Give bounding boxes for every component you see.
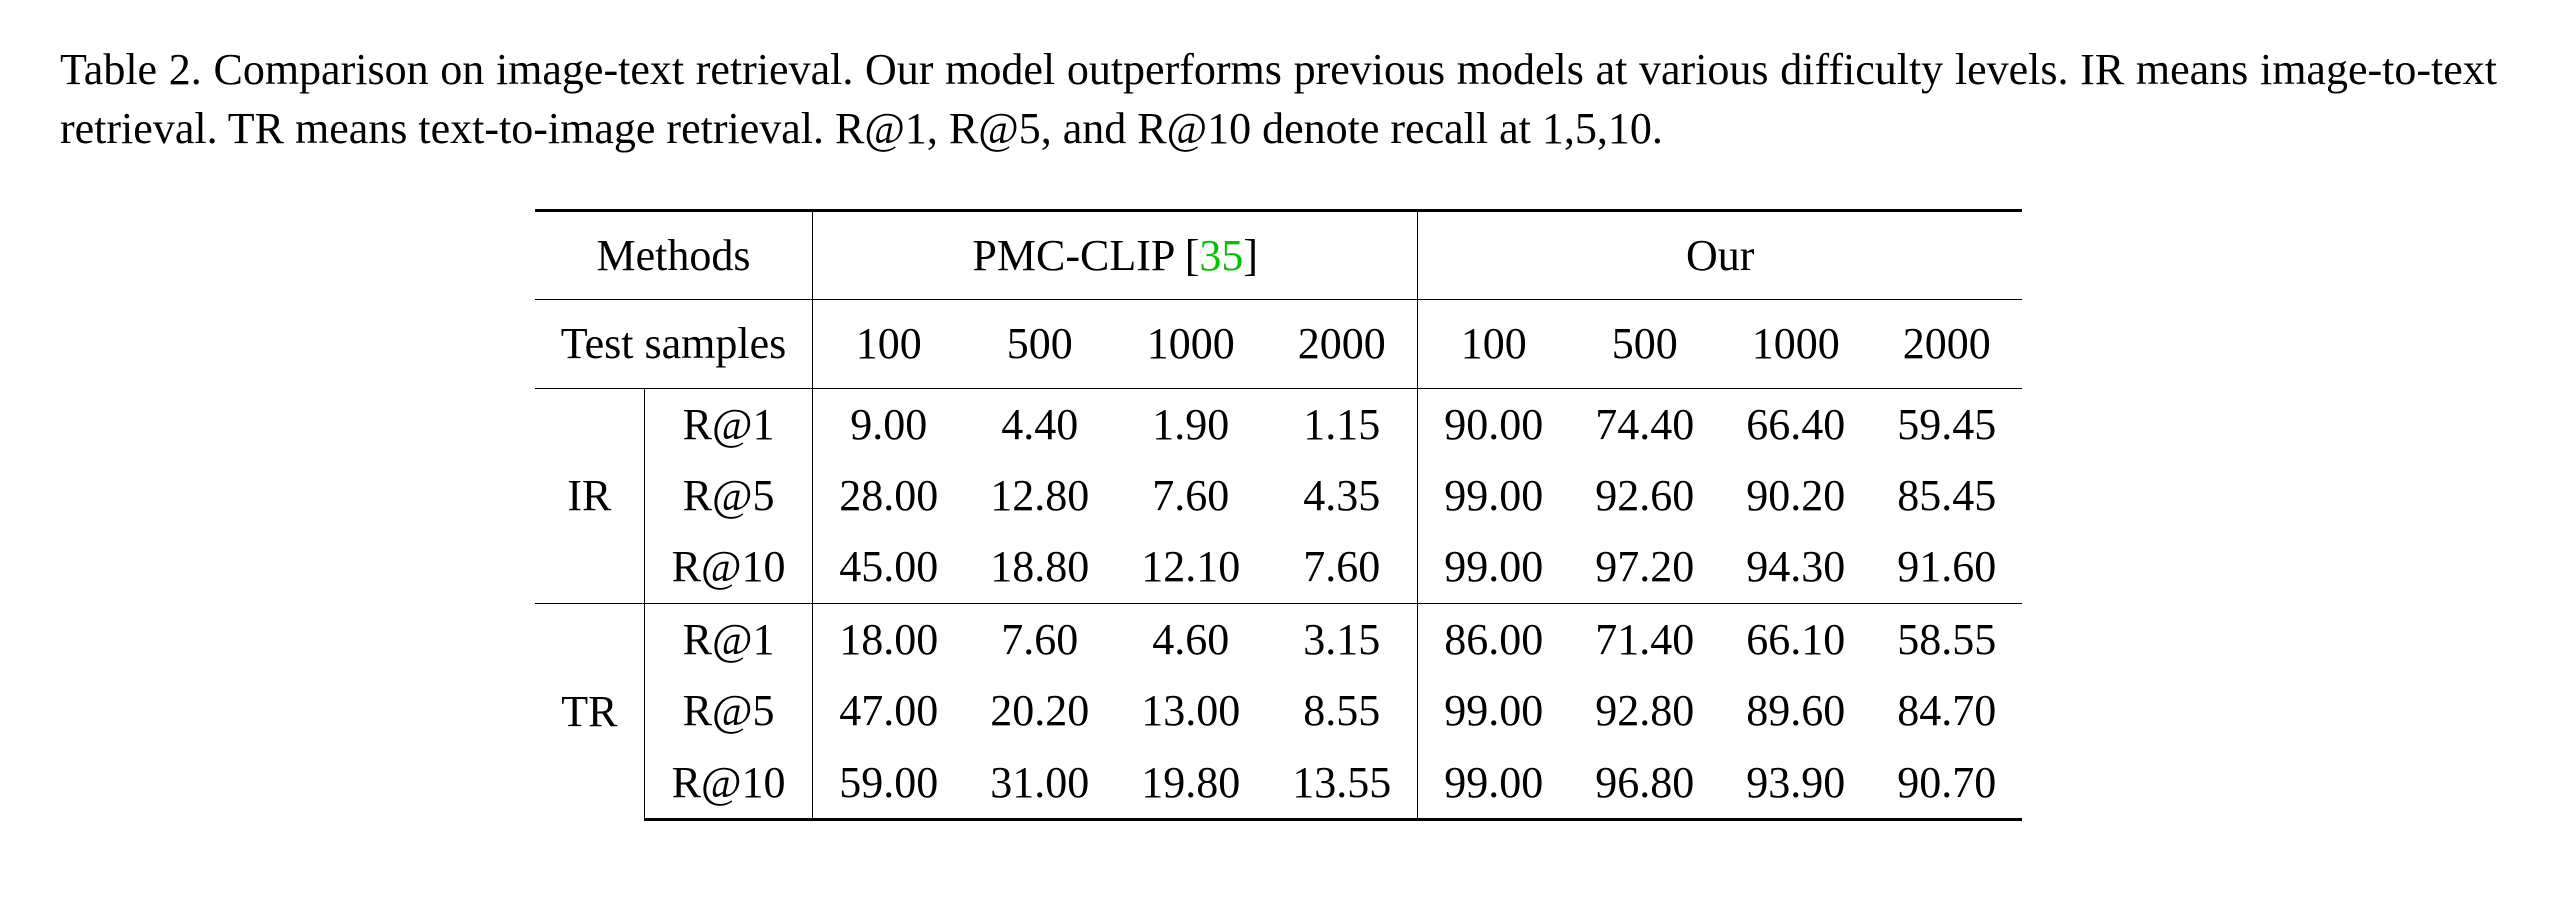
cell: 13.00 xyxy=(1115,675,1266,746)
table-row: R@5 47.00 20.20 13.00 8.55 99.00 92.80 8… xyxy=(535,675,2022,746)
cell: 8.55 xyxy=(1266,675,1418,746)
cell: 3.15 xyxy=(1266,603,1418,675)
cell: 9.00 xyxy=(813,388,965,460)
cell: 47.00 xyxy=(813,675,965,746)
cell: 45.00 xyxy=(813,531,965,603)
cell: 90.00 xyxy=(1418,388,1570,460)
page: Table 2. Comparison on image-text retrie… xyxy=(0,0,2557,881)
cell: 71.40 xyxy=(1569,603,1720,675)
metric-label: R@1 xyxy=(644,388,812,460)
col-sample-3: 2000 xyxy=(1266,300,1418,388)
cell: 89.60 xyxy=(1720,675,1871,746)
pmc-label-pre: PMC-CLIP [ xyxy=(972,231,1199,280)
metric-label: R@10 xyxy=(644,531,812,603)
methods-label: Methods xyxy=(597,231,751,280)
cell: 94.30 xyxy=(1720,531,1871,603)
methods-header: Methods xyxy=(535,210,813,299)
table-row: R@10 59.00 31.00 19.80 13.55 99.00 96.80… xyxy=(535,747,2022,820)
cell: 92.60 xyxy=(1569,460,1720,531)
citation-link[interactable]: 35 xyxy=(1199,231,1243,280)
table-row: IR R@1 9.00 4.40 1.90 1.15 90.00 74.40 6… xyxy=(535,388,2022,460)
metric-label: R@1 xyxy=(644,603,812,675)
col-sample-2: 1000 xyxy=(1115,300,1266,388)
metric-label: R@5 xyxy=(644,675,812,746)
caption-body: Comparison on image-text retrieval. Our … xyxy=(60,45,2497,153)
cell: 86.00 xyxy=(1418,603,1570,675)
our-label: Our xyxy=(1686,231,1754,280)
cell: 28.00 xyxy=(813,460,965,531)
table-row: TR R@1 18.00 7.60 4.60 3.15 86.00 71.40 … xyxy=(535,603,2022,675)
group-ir-label: IR xyxy=(535,388,645,603)
test-samples-header: Test samples xyxy=(535,300,813,388)
col-sample-6: 1000 xyxy=(1720,300,1871,388)
col-sample-7: 2000 xyxy=(1871,300,2022,388)
cell: 99.00 xyxy=(1418,531,1570,603)
cell: 31.00 xyxy=(964,747,1115,820)
cell: 4.40 xyxy=(964,388,1115,460)
cell: 85.45 xyxy=(1871,460,2022,531)
cell: 7.60 xyxy=(1115,460,1266,531)
cell: 13.55 xyxy=(1266,747,1418,820)
cell: 99.00 xyxy=(1418,747,1570,820)
table-row: R@5 28.00 12.80 7.60 4.35 99.00 92.60 90… xyxy=(535,460,2022,531)
cell: 58.55 xyxy=(1871,603,2022,675)
cell: 1.90 xyxy=(1115,388,1266,460)
cell: 7.60 xyxy=(964,603,1115,675)
cell: 7.60 xyxy=(1266,531,1418,603)
table-row: R@10 45.00 18.80 12.10 7.60 99.00 97.20 … xyxy=(535,531,2022,603)
cell: 93.90 xyxy=(1720,747,1871,820)
cell: 90.70 xyxy=(1871,747,2022,820)
cell: 18.80 xyxy=(964,531,1115,603)
cell: 1.15 xyxy=(1266,388,1418,460)
caption-prefix: Table 2. xyxy=(60,45,202,94)
cell: 19.80 xyxy=(1115,747,1266,820)
cell: 4.60 xyxy=(1115,603,1266,675)
cell: 84.70 xyxy=(1871,675,2022,746)
cell: 92.80 xyxy=(1569,675,1720,746)
cell: 59.00 xyxy=(813,747,965,820)
cell: 99.00 xyxy=(1418,460,1570,531)
group-tr-label: TR xyxy=(535,603,645,819)
col-sample-1: 500 xyxy=(964,300,1115,388)
cell: 4.35 xyxy=(1266,460,1418,531)
col-sample-4: 100 xyxy=(1418,300,1570,388)
cell: 74.40 xyxy=(1569,388,1720,460)
col-sample-0: 100 xyxy=(813,300,965,388)
cell: 90.20 xyxy=(1720,460,1871,531)
table-header-row-2: Test samples 100 500 1000 2000 100 500 1… xyxy=(535,300,2022,388)
metric-label: R@10 xyxy=(644,747,812,820)
table-caption: Table 2. Comparison on image-text retrie… xyxy=(60,40,2497,159)
cell: 66.40 xyxy=(1720,388,1871,460)
col-sample-5: 500 xyxy=(1569,300,1720,388)
cell: 12.10 xyxy=(1115,531,1266,603)
cell: 97.20 xyxy=(1569,531,1720,603)
cell: 66.10 xyxy=(1720,603,1871,675)
cell: 91.60 xyxy=(1871,531,2022,603)
cell: 18.00 xyxy=(813,603,965,675)
cell: 59.45 xyxy=(1871,388,2022,460)
cell: 99.00 xyxy=(1418,675,1570,746)
test-samples-label: Test samples xyxy=(561,319,786,368)
cell: 20.20 xyxy=(964,675,1115,746)
cell: 96.80 xyxy=(1569,747,1720,820)
cell: 12.80 xyxy=(964,460,1115,531)
metric-label: R@5 xyxy=(644,460,812,531)
our-header: Our xyxy=(1418,210,2023,299)
pmc-clip-header: PMC-CLIP [35] xyxy=(813,210,1418,299)
comparison-table: Methods PMC-CLIP [35] Our Test samples 1… xyxy=(535,209,2022,821)
pmc-label-post: ] xyxy=(1243,231,1258,280)
table-header-row-1: Methods PMC-CLIP [35] Our xyxy=(535,210,2022,299)
